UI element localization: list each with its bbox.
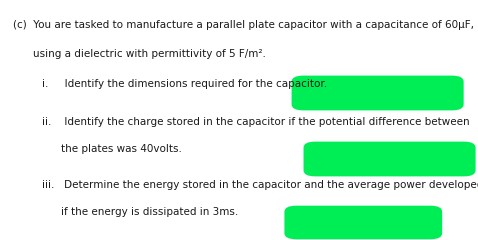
Text: using a dielectric with permittivity of 5 F/m².: using a dielectric with permittivity of … <box>33 49 265 59</box>
Text: iii.   Determine the energy stored in the capacitor and the average power develo: iii. Determine the energy stored in the … <box>42 180 478 190</box>
Text: if the energy is dissipated in 3ms.: if the energy is dissipated in 3ms. <box>61 207 239 217</box>
Text: (c)  You are tasked to manufacture a parallel plate capacitor with a capacitance: (c) You are tasked to manufacture a para… <box>13 20 474 30</box>
Text: the plates was 40volts.: the plates was 40volts. <box>61 144 182 154</box>
FancyBboxPatch shape <box>284 206 442 239</box>
Text: ii.    Identify the charge stored in the capacitor if the potential difference b: ii. Identify the charge stored in the ca… <box>42 117 470 127</box>
FancyBboxPatch shape <box>292 76 464 110</box>
FancyBboxPatch shape <box>304 142 476 176</box>
Text: i.     Identify the dimensions required for the capacitor.: i. Identify the dimensions required for … <box>42 79 327 89</box>
